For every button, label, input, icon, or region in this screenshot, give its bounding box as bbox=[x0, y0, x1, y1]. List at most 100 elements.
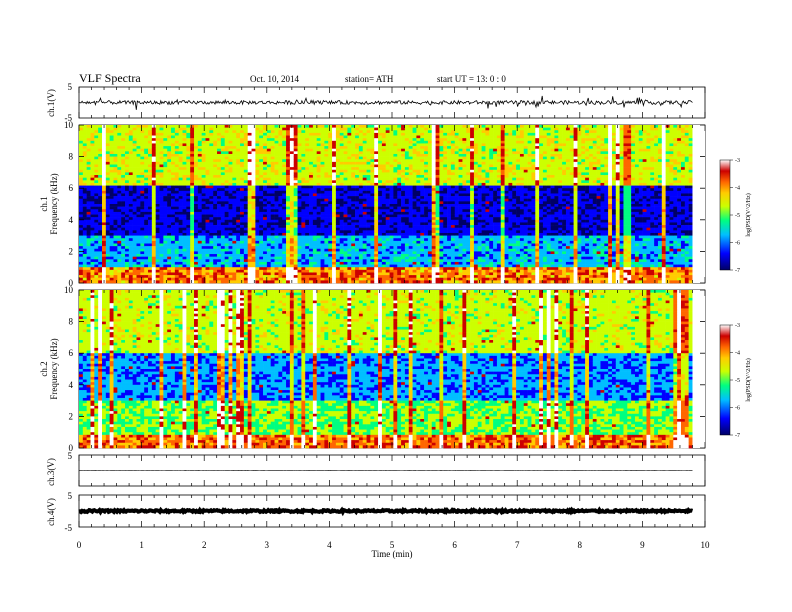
spectrogram-cell bbox=[197, 275, 202, 279]
spectrogram-cell bbox=[286, 177, 291, 181]
ch1-ytick-bottom: -5 bbox=[65, 113, 73, 123]
spectrogram-cell bbox=[251, 193, 256, 197]
spectrogram-cell bbox=[236, 225, 241, 228]
spectrogram-cell bbox=[148, 222, 153, 226]
spectrogram-cell bbox=[232, 264, 237, 268]
spectrogram-cell bbox=[366, 256, 371, 260]
spectrogram-cell bbox=[289, 167, 295, 171]
spectrogram-cell bbox=[190, 185, 195, 189]
spectrogram-cell bbox=[243, 230, 248, 234]
spectrogram-cell bbox=[121, 193, 126, 197]
spectrogram-cell bbox=[351, 169, 356, 173]
spectrogram-cell bbox=[182, 190, 187, 194]
spectrogram-cell bbox=[194, 167, 199, 171]
spectrogram-cell bbox=[343, 238, 348, 242]
spectrogram-cell bbox=[366, 222, 371, 226]
spectrogram-cell bbox=[174, 180, 179, 184]
spectrogram-cell bbox=[259, 182, 264, 186]
spectrogram-cell bbox=[151, 277, 156, 281]
spectrogram-cell bbox=[163, 227, 168, 231]
spectrogram-cell bbox=[182, 259, 187, 263]
spectrogram-cell bbox=[255, 153, 260, 157]
spectrogram-cell bbox=[270, 143, 275, 147]
spectrogram-cell bbox=[109, 254, 114, 257]
spectrogram-cell bbox=[266, 264, 272, 268]
spectrogram-cell bbox=[293, 243, 298, 247]
spectrogram-cell bbox=[117, 232, 122, 236]
spectrogram-cell bbox=[90, 259, 95, 263]
spectrogram-cell bbox=[201, 143, 206, 147]
spectrogram-cell bbox=[339, 132, 344, 136]
date-label: Oct. 10, 2014 bbox=[250, 74, 299, 84]
spectrogram-cell bbox=[301, 138, 306, 142]
spectrogram-cell bbox=[381, 264, 387, 268]
spectrogram-cell bbox=[113, 240, 118, 244]
spectrogram-cell bbox=[98, 130, 103, 134]
spectrogram-cell bbox=[194, 143, 199, 147]
spectrogram-cell bbox=[297, 185, 302, 189]
spectrogram-cell bbox=[194, 175, 199, 178]
spectrogram-cell bbox=[121, 209, 126, 213]
spectrogram-cell bbox=[163, 188, 168, 192]
spectrogram-cell bbox=[94, 211, 99, 215]
spectrogram-cell bbox=[90, 261, 95, 265]
spectrogram-cell bbox=[328, 254, 333, 257]
spectrogram-cell bbox=[144, 277, 149, 281]
spectrogram-cell bbox=[301, 161, 306, 165]
spectrogram-cell bbox=[136, 219, 141, 223]
spectrogram-cell bbox=[263, 167, 268, 171]
spectrogram-cell bbox=[159, 248, 164, 252]
spectrogram-cell bbox=[243, 159, 248, 163]
spectrogram-cell bbox=[343, 264, 348, 268]
spectrogram-cell bbox=[343, 146, 348, 149]
spectrogram-cell bbox=[136, 277, 141, 281]
spectrogram-cell bbox=[186, 138, 191, 142]
spectrogram-cell bbox=[343, 196, 348, 200]
spectrogram-cell bbox=[289, 214, 295, 218]
spectrogram-cell bbox=[174, 248, 179, 252]
spectrogram-cell bbox=[286, 230, 291, 234]
spectrogram-cell bbox=[155, 214, 160, 218]
spectrogram-cell bbox=[243, 254, 248, 257]
spectrogram-cell bbox=[320, 185, 325, 189]
spectrogram-cell bbox=[309, 182, 314, 186]
spectrogram-cell bbox=[378, 167, 383, 171]
spectrogram-cell bbox=[79, 193, 84, 197]
spectrogram-cell bbox=[155, 198, 160, 202]
spectrogram-cell bbox=[132, 264, 137, 268]
spectrogram-cell bbox=[178, 132, 183, 136]
spectrogram-cell bbox=[282, 182, 287, 186]
spectrogram-cell bbox=[140, 217, 145, 221]
spectrogram-cell bbox=[251, 164, 256, 168]
spectrogram-cell bbox=[243, 193, 248, 197]
spectrogram-cell bbox=[167, 135, 172, 139]
spectrogram-cell bbox=[293, 132, 298, 136]
spectrogram-cell bbox=[305, 251, 310, 255]
spectrogram-cell bbox=[98, 261, 103, 265]
spectrogram-cell bbox=[255, 248, 260, 252]
spectrogram-cell bbox=[79, 198, 84, 202]
spectrogram-cell bbox=[171, 280, 176, 284]
spectrogram-cell bbox=[197, 222, 202, 226]
spectrogram-cell bbox=[378, 272, 383, 276]
spectrogram-cell bbox=[109, 277, 114, 281]
spectrogram-cell bbox=[339, 177, 344, 181]
spectrogram-cell bbox=[128, 225, 133, 228]
spectrogram-cell bbox=[82, 153, 87, 157]
spectrogram-cell bbox=[324, 238, 329, 242]
spectrogram-cell bbox=[362, 132, 367, 136]
spectrogram-cell bbox=[358, 254, 364, 257]
spectrogram-cell bbox=[236, 251, 241, 255]
spectrogram-cell bbox=[155, 201, 160, 205]
spectrogram-cell bbox=[332, 188, 337, 192]
spectrogram-cell bbox=[297, 272, 302, 276]
spectrogram-cell bbox=[355, 238, 360, 242]
spectrogram-cell bbox=[309, 156, 314, 160]
spectrogram-cell bbox=[190, 188, 195, 192]
spectrogram-cell bbox=[105, 172, 110, 176]
spectrogram-cell bbox=[132, 196, 137, 200]
spectrogram-cell bbox=[243, 188, 248, 192]
spectrogram-cell bbox=[385, 256, 390, 260]
spectrogram-cell bbox=[240, 185, 245, 189]
spectrogram-cell bbox=[278, 214, 283, 218]
